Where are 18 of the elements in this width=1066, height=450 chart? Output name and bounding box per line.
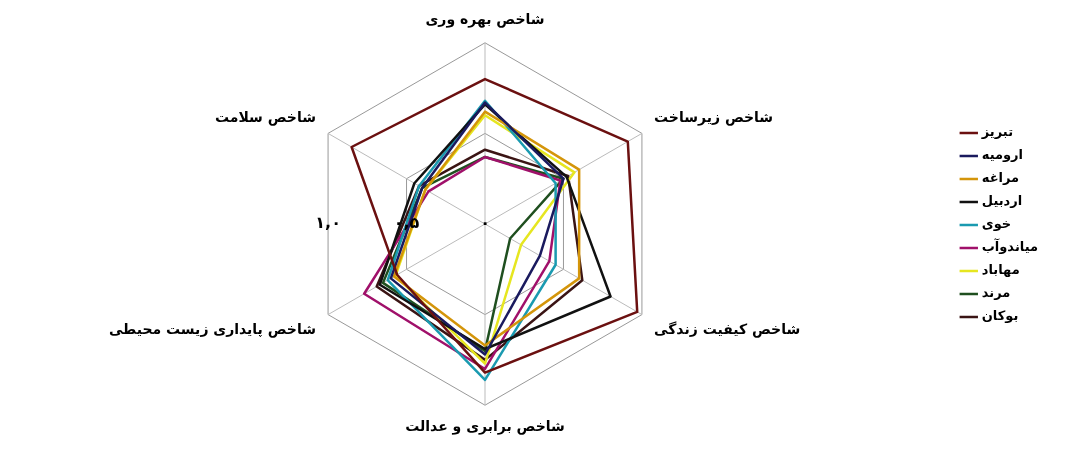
spoke-label: شاخص برابری و عدالت: [405, 418, 565, 436]
legend-label: تبریز: [980, 124, 1014, 140]
legend-label: خوی: [981, 216, 1012, 232]
spoke-label: شاخص بهره وری: [425, 11, 545, 29]
y-tick-label: ۰,۵: [393, 213, 420, 233]
legend-label: میاندوآب: [981, 238, 1039, 255]
legend-label: مهاباد: [981, 262, 1020, 278]
spoke-label: شاخص کیفیت زندگی: [654, 320, 801, 338]
legend-label: مرند: [981, 285, 1011, 301]
legend-label: اردبیل: [981, 193, 1023, 209]
legend-label: مراغه: [981, 170, 1020, 186]
spoke-label: شاخص سلامت: [214, 108, 316, 126]
y-tick-label: ۱,۰: [315, 213, 341, 233]
spoke-label: شاخص زیرساخت: [654, 108, 774, 126]
y-tick-label: ۰: [480, 213, 490, 233]
legend-label: بوکان: [981, 308, 1019, 324]
spoke-label: شاخص پایداری زیست محیطی: [108, 320, 316, 338]
legend-label: ارومیه: [981, 147, 1024, 163]
